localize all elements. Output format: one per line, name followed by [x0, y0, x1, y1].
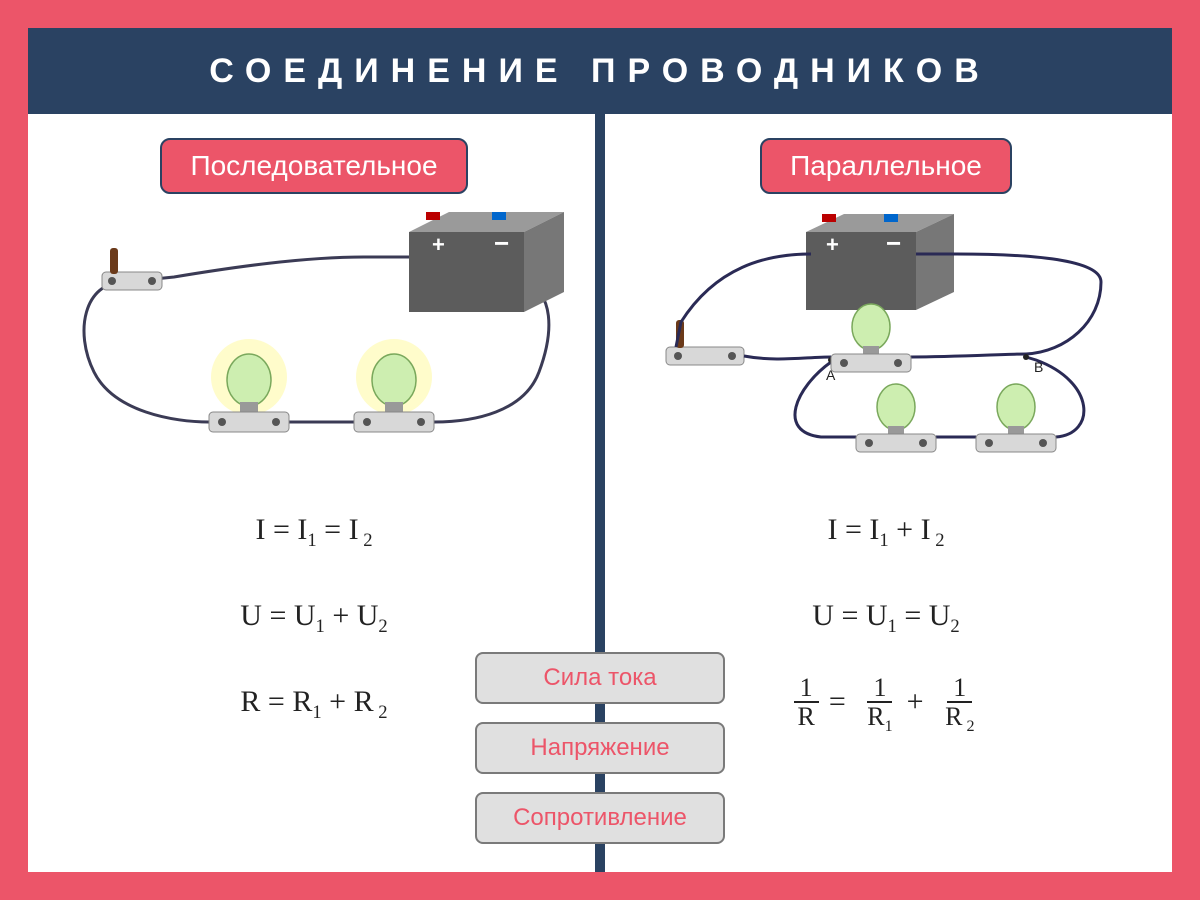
series-circuit-diagram: + −	[48, 212, 580, 472]
formula-series-voltage: U = U1 + U2	[78, 599, 550, 633]
svg-text:+: +	[432, 232, 445, 257]
bulb-icon	[856, 384, 936, 452]
label-voltage: Напряжение	[475, 722, 725, 774]
right-badge: Параллельное	[760, 138, 1012, 194]
main-title: СОЕДИНЕНИЕ ПРОВОДНИКОВ	[28, 28, 1172, 114]
switch-icon	[102, 248, 162, 290]
left-badge: Последовательное	[160, 138, 467, 194]
bulb-icon	[209, 339, 289, 432]
svg-text:−: −	[494, 228, 509, 258]
formula-parallel-current: I = I1 + I 2	[650, 513, 1122, 547]
battery-icon: + −	[409, 212, 564, 312]
parallel-circuit-diagram: 12 V + −	[620, 212, 1152, 472]
svg-text:−: −	[886, 228, 901, 258]
label-current: Сила тока	[475, 652, 725, 704]
bulb-icon	[354, 339, 434, 432]
bulb-icon	[831, 304, 911, 372]
formula-series-current: I = I1 = I 2	[78, 513, 550, 547]
node-label: B	[1034, 359, 1043, 375]
label-resistance: Сопротивление	[475, 792, 725, 844]
battery-icon: + −	[806, 214, 954, 310]
infographic-frame: СОЕДИНЕНИЕ ПРОВОДНИКОВ Последовательное	[0, 0, 1200, 900]
center-labels: Сила тока Напряжение Сопротивление	[475, 652, 725, 844]
svg-text:+: +	[826, 232, 839, 257]
formula-parallel-voltage: U = U1 = U2	[650, 599, 1122, 633]
bulb-icon	[976, 384, 1056, 452]
content-body: Последовательное	[28, 114, 1172, 872]
